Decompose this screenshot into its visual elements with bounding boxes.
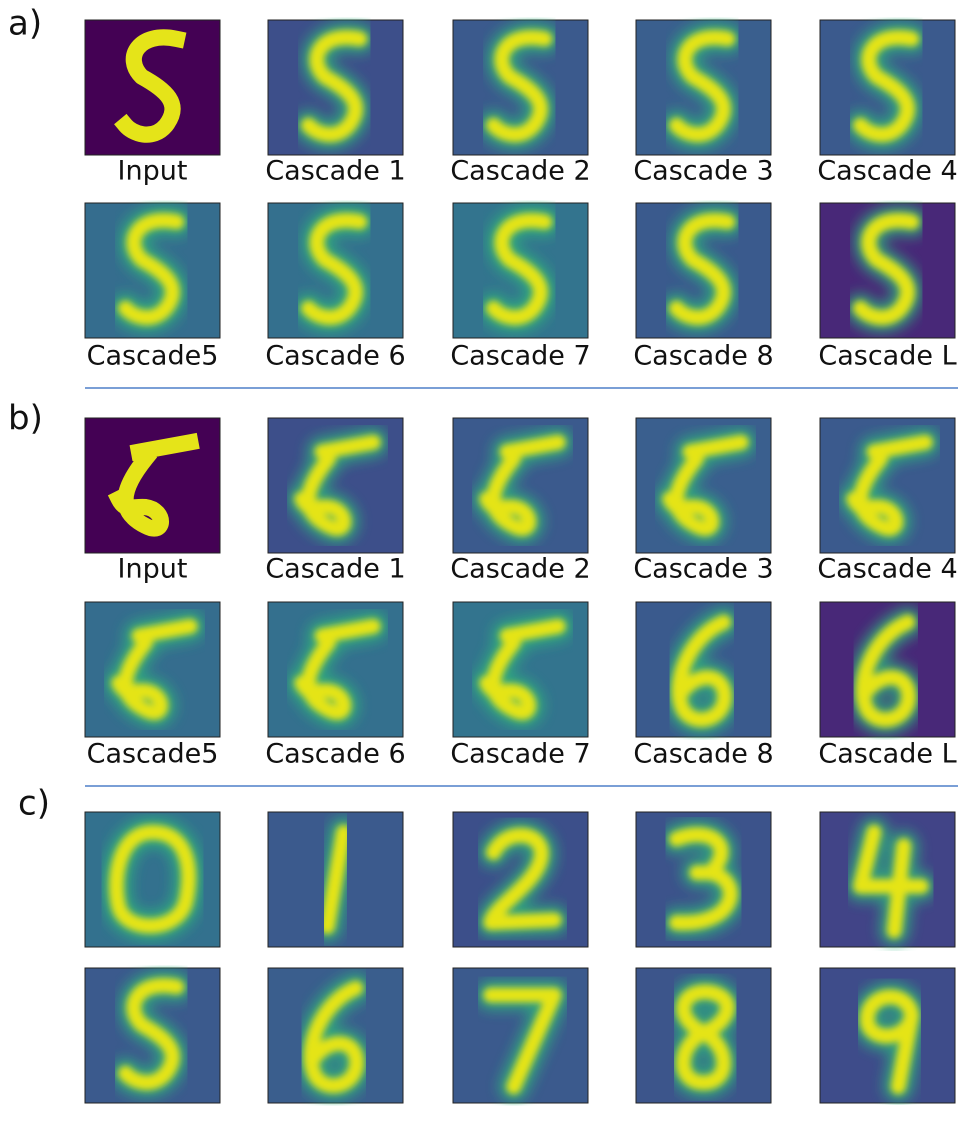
image-tile — [819, 811, 956, 948]
image-tile — [452, 417, 589, 554]
panel-label: b) — [8, 399, 43, 439]
digit-stroke — [294, 618, 381, 720]
image-tile — [819, 601, 956, 738]
digit-stroke — [294, 434, 381, 536]
digit-stroke — [853, 213, 920, 325]
digit-stroke — [662, 434, 749, 536]
digit-stroke — [671, 614, 732, 728]
image-tile — [267, 811, 404, 948]
tile-caption: Cascade 2 — [450, 156, 590, 187]
image-tile — [635, 202, 772, 339]
image-tile — [635, 811, 772, 948]
image-tile — [819, 19, 956, 156]
digit-stroke — [107, 432, 200, 537]
tile-caption: Cascade L — [818, 341, 956, 372]
digit-stroke — [855, 614, 916, 728]
image-tile — [452, 601, 589, 738]
tile-caption: Cascade 3 — [633, 554, 773, 585]
image-tile — [267, 417, 404, 554]
panel-label: a) — [8, 4, 42, 44]
tile-caption: Cascade L — [818, 739, 956, 770]
tile-caption: Cascade 4 — [817, 156, 957, 187]
digit-stroke — [483, 987, 562, 1095]
tile-caption: Cascade 3 — [633, 156, 773, 187]
digit-stroke — [853, 824, 929, 939]
digit-stroke — [479, 434, 566, 536]
tile-caption: Cascade 4 — [817, 554, 957, 585]
image-tile — [819, 202, 956, 339]
digit-stroke — [853, 30, 920, 142]
image-tile — [267, 601, 404, 738]
digit-stroke — [301, 213, 368, 325]
tile-caption: Cascade 2 — [450, 554, 590, 585]
image-tile — [819, 967, 956, 1104]
panel-label: c) — [18, 784, 50, 824]
image-tile — [635, 19, 772, 156]
image-tile — [267, 202, 404, 339]
image-tile — [84, 811, 221, 948]
tile-caption: Cascade 7 — [450, 341, 590, 372]
image-tile — [84, 967, 221, 1104]
image-tile — [84, 19, 221, 156]
digit-stroke — [479, 618, 566, 720]
digit-stroke — [303, 980, 364, 1094]
image-tile — [635, 967, 772, 1104]
image-tile — [819, 417, 956, 554]
image-tile — [452, 19, 589, 156]
tile-caption: Input — [118, 554, 188, 585]
digit-stroke — [301, 30, 368, 142]
tile-caption: Cascade 8 — [633, 739, 773, 770]
digit-stroke — [669, 30, 736, 142]
digit-stroke — [118, 978, 185, 1090]
digit-stroke — [669, 827, 738, 931]
digit-stroke — [483, 828, 562, 931]
digit-stroke — [486, 213, 553, 325]
digit-stroke — [319, 824, 352, 935]
tile-caption: Cascade 7 — [450, 739, 590, 770]
digit-stroke — [669, 213, 736, 325]
tile-caption: Cascade 6 — [265, 341, 405, 372]
tile-caption: Cascade 1 — [265, 156, 405, 187]
image-tile — [267, 967, 404, 1104]
image-tile — [635, 601, 772, 738]
image-tile — [452, 811, 589, 948]
digit-stroke — [111, 618, 198, 720]
image-tile — [452, 202, 589, 339]
digit-stroke — [859, 989, 920, 1095]
image-tile — [84, 601, 221, 738]
image-tile — [84, 202, 221, 339]
tile-caption: Cascade 1 — [265, 554, 405, 585]
tile-caption: Cascade5 — [87, 341, 219, 372]
digit-stroke — [118, 213, 185, 325]
image-tile — [452, 967, 589, 1104]
digit-stroke — [675, 984, 735, 1091]
digit-stroke — [486, 30, 553, 142]
tile-caption: Cascade 8 — [633, 341, 773, 372]
digit-stroke — [109, 824, 196, 934]
image-tile — [267, 19, 404, 156]
tile-caption: Cascade 6 — [265, 739, 405, 770]
image-tile — [84, 417, 221, 554]
tile-caption: Cascade5 — [87, 739, 219, 770]
tile-caption: Input — [118, 156, 188, 187]
image-tile — [635, 417, 772, 554]
digit-stroke — [114, 29, 187, 143]
digit-stroke — [846, 434, 933, 536]
